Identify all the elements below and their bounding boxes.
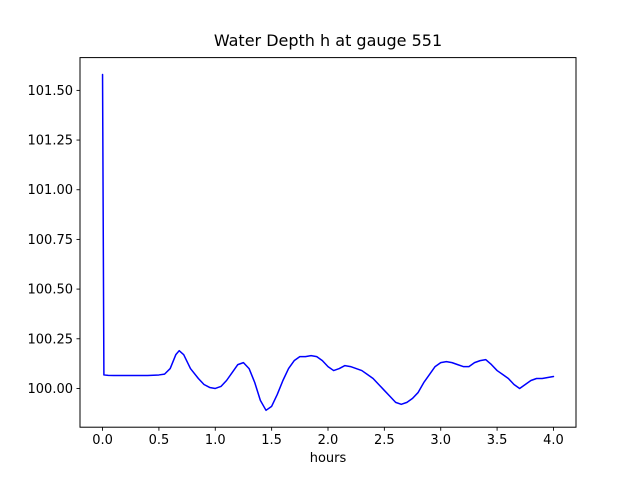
axes-box [79, 57, 577, 428]
x-tick-label: 1.5 [261, 433, 282, 448]
x-tick-label: 2.5 [374, 433, 395, 448]
y-tick-label: 101.50 [28, 84, 74, 99]
y-tick-label: 101.00 [28, 183, 74, 198]
x-tick-label: 4.0 [543, 433, 564, 448]
y-tick-label: 100.25 [28, 332, 74, 347]
y-tick-label: 100.50 [28, 283, 74, 298]
data-line [101, 73, 555, 412]
x-tick-label: 3.5 [487, 433, 508, 448]
y-tick-label: 100.00 [28, 382, 74, 397]
y-tick-label: 101.25 [28, 134, 74, 149]
x-tick-label: 0.5 [149, 433, 170, 448]
x-tick-label: 2.0 [318, 433, 339, 448]
x-tick-label: 3.0 [430, 433, 451, 448]
x-axis-label: hours [309, 451, 347, 466]
y-tick-label: 100.75 [28, 233, 74, 248]
x-tick-label: 1.0 [205, 433, 226, 448]
chart-title: Water Depth h at gauge 551 [213, 31, 443, 50]
x-tick-label: 0.0 [92, 433, 113, 448]
